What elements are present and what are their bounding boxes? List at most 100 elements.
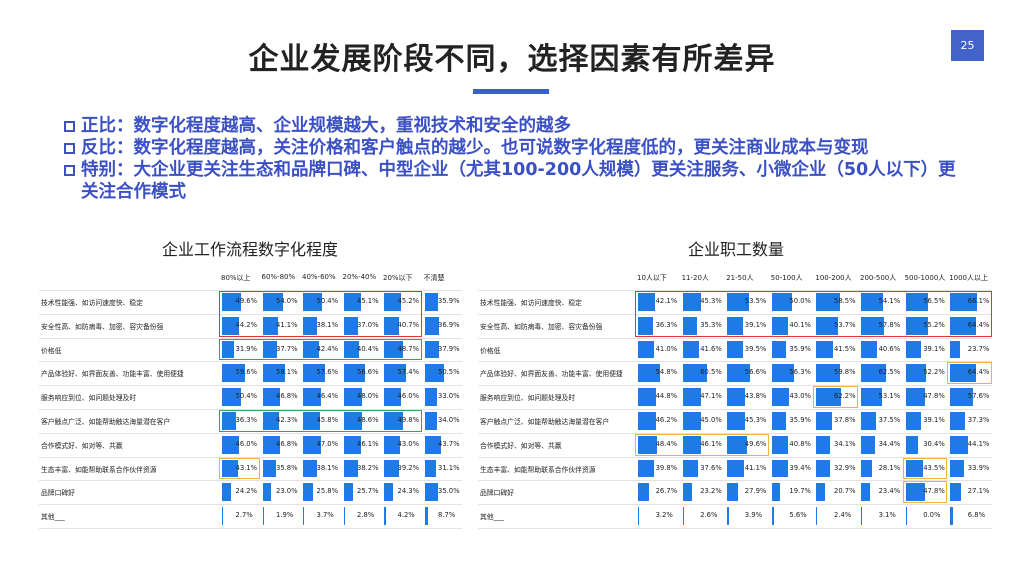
data-bar — [727, 316, 743, 335]
value-label: 47.8% — [923, 392, 945, 401]
data-bar — [384, 388, 402, 406]
data-bar — [262, 459, 277, 478]
data-bar — [771, 340, 787, 359]
column-header: 200-500人 — [860, 274, 897, 282]
column-header: 40%-60% — [302, 273, 336, 281]
column-header: 60%-80% — [261, 273, 296, 281]
data-bar — [303, 388, 321, 406]
row-label: 技术性能强、如访问速度快、稳定 — [480, 298, 582, 307]
employee-count-table: 10人以下 11-20人 21-50人 50-100人 100-200人 200-500人… — [478, 268, 992, 529]
value-label: 3.9% — [744, 511, 763, 520]
data-bar — [861, 316, 885, 335]
data-bar — [905, 340, 922, 359]
data-bar — [343, 435, 362, 454]
data-bar — [727, 483, 739, 502]
data-bar — [343, 459, 359, 478]
data-bar — [384, 293, 402, 311]
value-label: 25.7% — [357, 487, 379, 496]
row-label: 客户触点广泛、如能帮助触达海量潜在客户 — [480, 417, 610, 426]
row-label: 安全性高、如防病毒、加密、容灾备份强 — [480, 322, 603, 331]
value-label: 46.8% — [276, 392, 298, 401]
value-label: 53.7% — [834, 320, 856, 329]
value-label: 64.4% — [967, 320, 990, 329]
value-label: 43.5% — [923, 463, 945, 472]
value-label: 48.4% — [655, 439, 678, 448]
data-bar — [262, 412, 279, 430]
data-bar — [303, 364, 325, 383]
row-label: 产品体验好、如界面友善、功能丰富、使用便捷 — [480, 370, 623, 379]
value-label: 44.2% — [235, 320, 258, 329]
value-label: 58.1% — [276, 368, 298, 377]
data-bar — [424, 388, 438, 406]
data-bar — [384, 435, 401, 454]
value-label: 2.6% — [700, 511, 718, 520]
data-bar — [682, 483, 692, 502]
data-bar — [905, 364, 927, 383]
value-label: 33.9% — [967, 463, 990, 472]
digitalization-table: 80%以上 60%-80% 40%-60% 20%-40% 20%以下 不清楚 技术性能强、… — [39, 268, 462, 529]
value-label: 37.7% — [276, 344, 298, 353]
data-bar — [638, 435, 658, 454]
value-label: 39.1% — [923, 344, 945, 353]
column-header: 21-50人 — [726, 274, 754, 282]
value-label: 23.0% — [276, 487, 298, 496]
title-underline — [473, 89, 549, 94]
data-bar — [638, 340, 655, 359]
data-bar — [682, 340, 700, 359]
value-label: 48.6% — [357, 415, 379, 424]
data-bar — [262, 340, 277, 359]
row-divider — [478, 480, 992, 482]
data-bar — [771, 412, 787, 430]
row-label: 合作模式好、如对等、共赢 — [480, 441, 562, 450]
value-label: 41.0% — [655, 344, 678, 353]
data-bar — [262, 435, 281, 454]
highlight-box — [947, 362, 992, 385]
row-label: 产品体验好、如界面友善、功能丰富、使用便捷 — [41, 370, 184, 379]
data-bar — [861, 412, 876, 430]
row-label: 技术性能强、如访问速度快、稳定 — [41, 298, 143, 307]
value-label: 55.2% — [923, 320, 945, 329]
data-bar — [950, 364, 976, 383]
value-label: 24.3% — [397, 487, 420, 496]
data-bar — [222, 340, 235, 359]
data-bar — [905, 483, 925, 502]
data-bar — [727, 412, 746, 430]
value-label: 37.8% — [834, 415, 856, 424]
data-bar — [727, 293, 749, 311]
data-bar — [771, 388, 789, 406]
data-bar — [638, 507, 640, 525]
data-bar — [222, 459, 239, 478]
data-bar — [303, 412, 321, 430]
value-label: 40.1% — [789, 320, 811, 329]
data-bar — [262, 293, 284, 311]
row-label: 合作模式好、如对等、共赢 — [41, 441, 123, 450]
data-bar — [816, 459, 830, 478]
value-label: 48.7% — [397, 344, 420, 353]
value-label: 42.3% — [276, 415, 298, 424]
value-label: 31.1% — [438, 463, 460, 472]
data-bar — [905, 459, 923, 478]
value-label: 59.8% — [834, 368, 856, 377]
data-bar — [816, 316, 838, 335]
bullet-item: 反比：数字化程度越高，关注价格和客户触点的越少。也可说数字化程度低的，更关注商业… — [64, 137, 964, 159]
checkbox-square-icon — [64, 165, 75, 176]
row-label: 生态丰富、如能帮助联系合作伙伴资源 — [41, 465, 157, 474]
value-label: 30.4% — [923, 439, 945, 448]
data-bar — [222, 483, 232, 502]
data-bar — [950, 507, 953, 525]
data-bar — [816, 435, 831, 454]
value-label: 46.2% — [655, 415, 678, 424]
data-bar — [727, 435, 748, 454]
data-bar — [343, 293, 361, 311]
value-label: 20.7% — [834, 487, 856, 496]
value-label: 33.0% — [438, 392, 460, 401]
row-divider — [478, 432, 992, 434]
value-label: 3.1% — [878, 511, 896, 520]
data-bar — [384, 364, 406, 383]
value-label: 48.0% — [357, 392, 379, 401]
value-label: 47.0% — [316, 439, 339, 448]
data-bar — [905, 388, 925, 406]
data-bar — [727, 388, 745, 406]
data-bar — [950, 388, 974, 406]
value-label: 35.9% — [438, 296, 460, 305]
